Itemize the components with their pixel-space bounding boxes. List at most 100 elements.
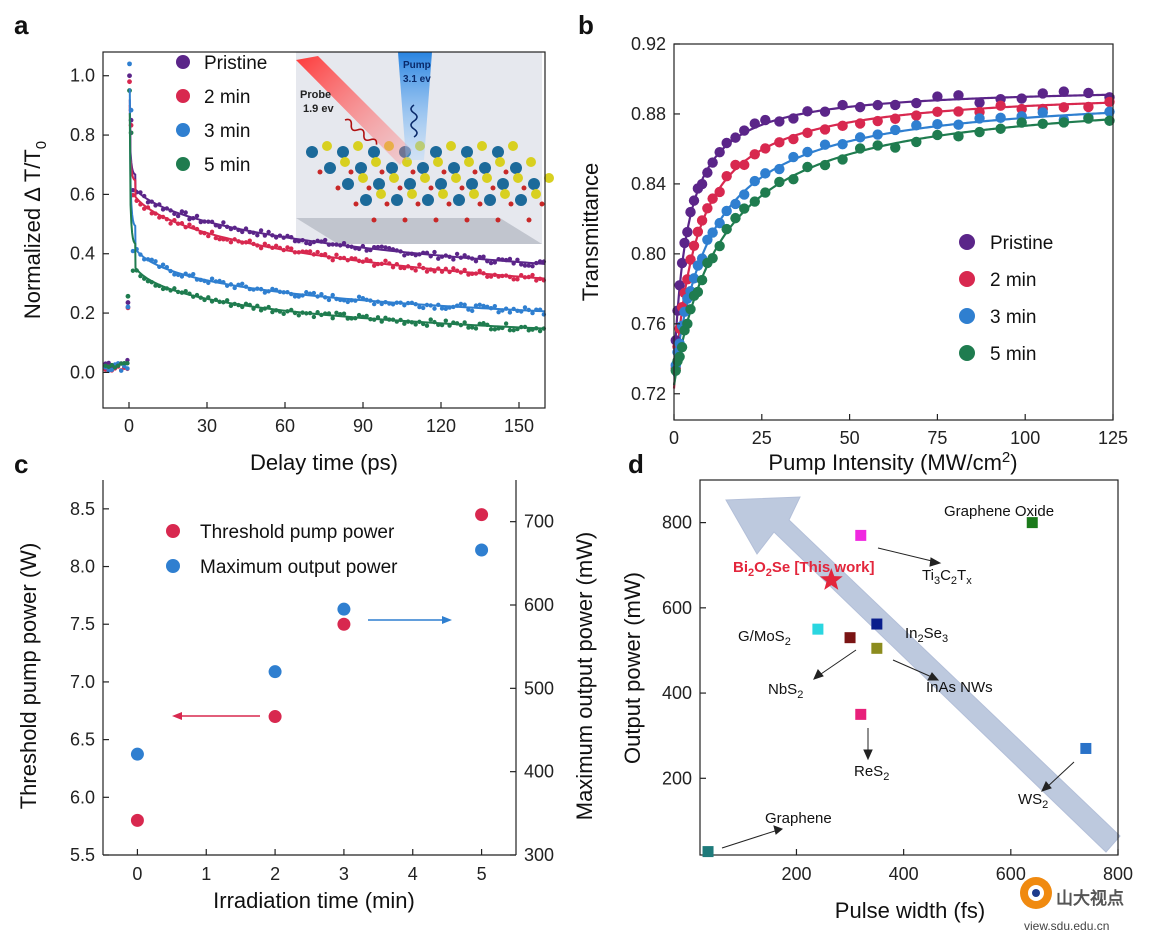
data-point xyxy=(676,257,688,269)
inset-pump-label: Pump xyxy=(403,60,431,71)
x-tick-label: 120 xyxy=(426,416,456,436)
data-point xyxy=(383,245,388,250)
data-point xyxy=(1016,117,1027,128)
legend-label: 2 min xyxy=(204,87,250,108)
data-point xyxy=(749,196,760,207)
data-point xyxy=(526,328,531,333)
panel-d-xlabel: Pulse width (fs) xyxy=(835,898,985,923)
x-tick-label: 150 xyxy=(504,416,534,436)
marker-inas-nws xyxy=(871,642,883,654)
y-tick-label: 0.72 xyxy=(631,384,666,404)
label-g-mos2: G/MoS2 xyxy=(738,628,791,648)
data-point xyxy=(217,236,222,242)
data-point xyxy=(443,306,449,311)
data-point xyxy=(507,310,513,315)
legend-marker xyxy=(959,308,975,324)
data-point xyxy=(262,241,268,246)
data-point xyxy=(307,249,313,254)
fit-line-2-min xyxy=(128,104,546,280)
lattice-atom xyxy=(482,173,492,183)
lattice-atom xyxy=(508,141,518,151)
lattice-atom xyxy=(430,146,442,158)
data-point xyxy=(439,306,445,311)
data-point xyxy=(488,274,494,279)
data-point xyxy=(819,139,831,150)
panel-b-frame xyxy=(673,43,1114,421)
lattice-atom xyxy=(544,173,554,183)
lattice-atom xyxy=(366,185,372,191)
lattice-atom xyxy=(441,169,447,175)
legend-label: Maximum output power xyxy=(200,557,398,578)
data-point xyxy=(127,73,132,79)
data-point xyxy=(379,244,384,249)
data-point xyxy=(932,119,943,130)
data-point-left xyxy=(130,813,144,827)
data-point xyxy=(819,159,831,171)
panel-d-material-labels: Graphene Oxide Ti3C2Tx In2Se3 G/MoS2 NbS… xyxy=(733,503,1054,827)
data-point xyxy=(330,292,335,298)
lattice-atom xyxy=(422,194,434,206)
data-point xyxy=(890,113,901,124)
data-point xyxy=(473,326,479,331)
data-point xyxy=(285,245,290,250)
x-tick-label: 30 xyxy=(197,416,217,436)
data-point xyxy=(125,293,131,299)
y-tick-label: 0.80 xyxy=(631,244,666,264)
data-point xyxy=(760,143,771,154)
legend-marker xyxy=(959,234,975,250)
data-point xyxy=(1016,93,1027,104)
data-point xyxy=(714,240,725,252)
data-point xyxy=(522,305,528,310)
data-point xyxy=(315,249,320,255)
data-point xyxy=(127,79,132,85)
y-tick-label: 0.2 xyxy=(70,303,95,323)
data-point xyxy=(730,132,741,143)
data-point xyxy=(488,327,494,332)
lattice-atom xyxy=(428,185,434,191)
data-point xyxy=(730,159,741,171)
lattice-atom xyxy=(469,189,479,199)
marker-g-mos2 xyxy=(812,623,824,635)
watermark-url: view.sdu.edu.cn xyxy=(1024,919,1109,933)
legend-marker xyxy=(166,559,180,573)
data-point xyxy=(270,309,275,315)
data-point xyxy=(774,116,785,127)
data-point xyxy=(679,237,690,249)
data-point xyxy=(413,268,418,273)
data-point xyxy=(326,297,332,303)
data-point xyxy=(258,308,264,313)
legend-label: Threshold pump power xyxy=(200,522,395,543)
lattice-atom xyxy=(497,178,509,190)
data-point xyxy=(428,317,433,322)
data-point xyxy=(696,178,708,190)
legend-marker xyxy=(959,271,975,287)
data-point xyxy=(432,306,437,311)
data-point xyxy=(1083,87,1094,99)
data-point xyxy=(1037,118,1048,129)
lattice-atom xyxy=(464,217,470,223)
data-point xyxy=(511,277,516,282)
lattice-atom xyxy=(500,189,510,199)
y-tick-label: 0.88 xyxy=(631,104,666,124)
data-point xyxy=(379,301,384,307)
data-point xyxy=(109,362,115,368)
data-point xyxy=(106,360,111,366)
legend-label: 3 min xyxy=(990,307,1036,328)
fit-line-5-min xyxy=(128,113,546,330)
data-point xyxy=(296,313,301,318)
x-tick-label: 5 xyxy=(477,864,487,884)
lattice-atom xyxy=(539,201,545,207)
panel-a-ylabel: Normalized Δ T/T0 xyxy=(20,141,50,319)
data-point-left xyxy=(475,508,489,522)
data-point xyxy=(974,126,985,138)
data-point xyxy=(802,106,813,117)
data-point xyxy=(451,257,456,262)
inset-probe-label: Probe xyxy=(300,89,331,101)
lattice-atom xyxy=(448,162,460,174)
data-point xyxy=(345,299,350,305)
fit-line-Pristine xyxy=(128,99,546,265)
panel-b-ylabel: Transmittance xyxy=(578,163,603,302)
data-point xyxy=(714,217,725,229)
lattice-atom xyxy=(477,201,483,207)
data-point xyxy=(890,99,901,111)
